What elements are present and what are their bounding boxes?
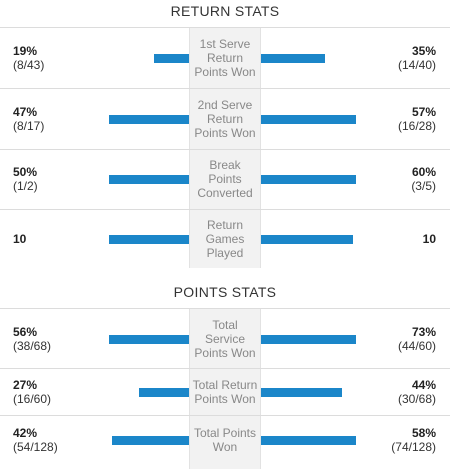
right-stat-bar [261, 334, 356, 344]
stat-label: Break Points Converted [189, 158, 261, 200]
right-percentage: 10 [422, 231, 436, 246]
right-player-value: 44% (30/68) [398, 378, 436, 406]
left-player-value: 19% (8/43) [13, 44, 44, 72]
left-count: (8/43) [13, 58, 45, 72]
stat-label-line: Games [205, 231, 245, 246]
left-count: (8/17) [13, 118, 45, 133]
right-player-value: 35% (14/40) [398, 44, 436, 72]
stat-label-line: Points Won [194, 65, 256, 79]
stat-label-line: Points Won [194, 125, 256, 140]
left-stat-bar [109, 234, 189, 244]
row-divider [0, 209, 450, 210]
stat-label-line: Won [212, 440, 238, 454]
stat-label-line: 1st Serve [199, 37, 251, 51]
right-stat-bar [261, 436, 356, 445]
right-percentage: 57% [411, 104, 436, 119]
left-player-value: 47% (8/17) [13, 105, 44, 133]
left-count: (16/60) [13, 391, 52, 406]
left-percentage: 19% [13, 44, 38, 58]
stat-label-line: Service [204, 331, 245, 346]
left-stat-bar [109, 175, 189, 184]
row-divider [0, 415, 450, 416]
left-count: (1/2) [13, 179, 38, 193]
row-divider [0, 149, 450, 150]
left-player-value: 56% (38/68) [13, 325, 51, 353]
row-divider [0, 368, 450, 369]
right-stat-bar [261, 54, 325, 63]
stat-label: Total Points Won [189, 426, 261, 454]
stat-label-line: Return [206, 217, 244, 232]
left-player-value: 50% (1/2) [13, 165, 38, 193]
stat-label-line: Played [206, 245, 244, 260]
stat-label-line: Total Return [192, 377, 258, 392]
left-player-value: 42% (54/128) [13, 426, 58, 454]
stat-label-line: Total [212, 317, 238, 332]
right-count: (14/40) [397, 58, 436, 72]
left-count: (38/68) [13, 338, 52, 353]
right-stat-bar [261, 114, 356, 124]
stat-label: 1st Serve Return Points Won [189, 37, 261, 79]
left-stat-bar [109, 334, 189, 344]
right-player-value: 10 [423, 232, 436, 246]
points-stats-header: POINTS STATS [0, 281, 450, 309]
right-percentage: 44% [411, 377, 436, 392]
right-stat-bar [261, 234, 353, 244]
stat-label-line: Converted [197, 186, 253, 200]
left-stat-bar [154, 54, 189, 63]
stat-label-line: Points Won [194, 345, 256, 360]
left-percentage: 50% [13, 165, 38, 179]
left-stat-bar [109, 114, 189, 124]
left-stat-bar [112, 436, 189, 445]
stat-label-line: Points Won [194, 391, 256, 406]
right-count: (3/5) [411, 179, 436, 193]
stat-label: Total Service Points Won [189, 318, 261, 360]
right-count: (74/128) [391, 440, 436, 454]
right-percentage: 58% [411, 426, 436, 440]
stat-label: Return Games Played [189, 218, 261, 260]
return-stats-header: RETURN STATS [0, 0, 450, 28]
stat-label: Total Return Points Won [189, 378, 261, 406]
left-count: (54/128) [13, 440, 58, 454]
right-percentage: 60% [411, 165, 436, 179]
right-percentage: 35% [411, 44, 436, 58]
stat-label: 2nd Serve Return Points Won [189, 98, 261, 140]
right-player-value: 58% (74/128) [391, 426, 436, 454]
right-player-value: 73% (44/60) [398, 325, 436, 353]
points-stats-center-column [189, 309, 261, 469]
right-count: (30/68) [397, 391, 436, 406]
stat-label-line: 2nd Serve [197, 97, 253, 112]
left-player-value: 10 [13, 232, 26, 246]
return-stats-center-column [189, 28, 261, 268]
left-stat-bar [139, 387, 189, 397]
right-count: (16/28) [397, 118, 436, 133]
points-stats-title: POINTS STATS [173, 284, 277, 300]
stat-label-line: Points [208, 172, 242, 186]
left-percentage: 56% [13, 324, 38, 339]
right-stat-bar [261, 175, 356, 184]
stat-label-line: Return [206, 51, 244, 65]
right-percentage: 73% [411, 324, 436, 339]
right-stat-bar [261, 387, 342, 397]
left-player-value: 27% (16/60) [13, 378, 51, 406]
left-percentage: 42% [13, 426, 38, 440]
right-player-value: 60% (3/5) [411, 165, 436, 193]
right-count: (44/60) [397, 338, 436, 353]
left-percentage: 10 [13, 231, 27, 246]
stat-label-line: Break [209, 158, 241, 172]
stat-label-line: Return [206, 111, 244, 126]
stat-label-line: Total Points [193, 426, 257, 440]
right-player-value: 57% (16/28) [398, 105, 436, 133]
return-stats-title: RETURN STATS [170, 3, 280, 19]
left-percentage: 47% [13, 104, 38, 119]
row-divider [0, 88, 450, 89]
left-percentage: 27% [13, 377, 38, 392]
